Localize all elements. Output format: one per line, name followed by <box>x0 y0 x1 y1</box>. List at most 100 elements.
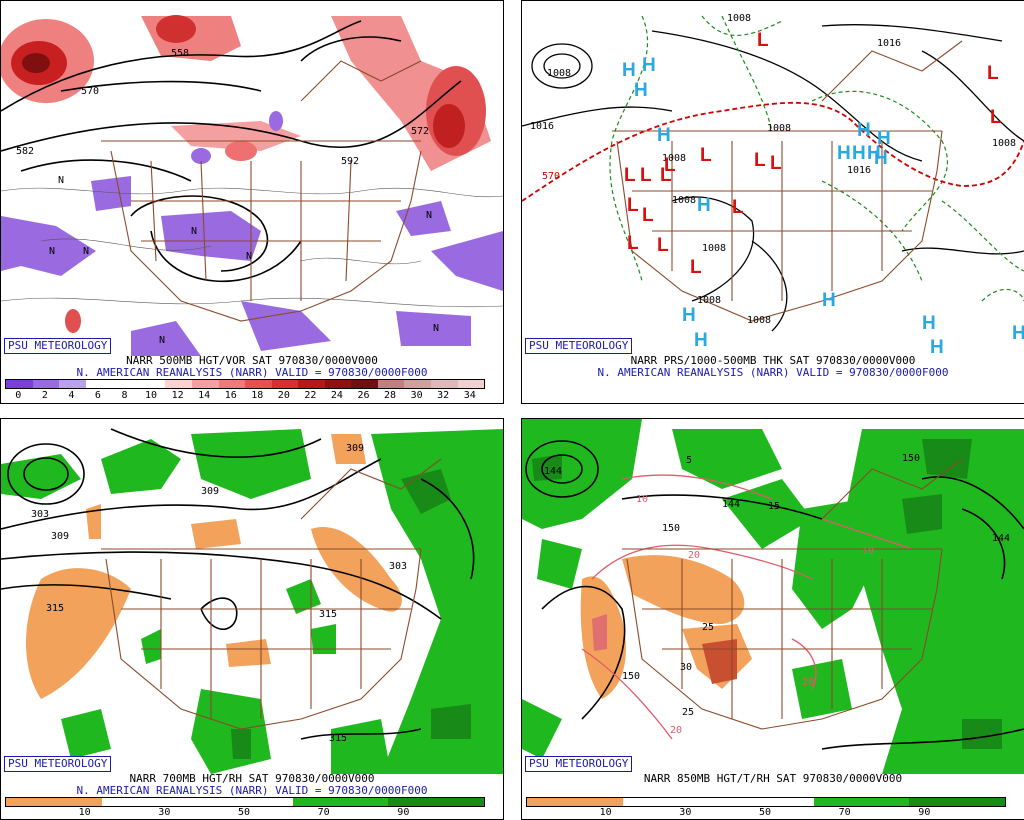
contour-label: 25 <box>682 707 694 718</box>
height-contours <box>1 20 462 283</box>
panel-title: NARR 700MB HGT/RH SAT 970830/0000V000 <box>129 772 375 785</box>
colorbar-swatch <box>101 798 198 806</box>
colorbar-swatch <box>404 380 431 388</box>
high-pressure-h-icon: H <box>657 125 671 146</box>
low-pressure-l-icon: L <box>987 63 999 84</box>
contour-label: 144 <box>544 466 562 477</box>
contour-label: 144 <box>992 533 1010 544</box>
boundary-lines <box>101 458 442 730</box>
colorbar-swatch <box>292 798 389 806</box>
low-pressure-l-icon: L <box>660 165 672 186</box>
contour-label-group: 144 150 144 150 144 5 15 10 20 10 25 30 … <box>544 453 1010 736</box>
colorbar-swatch <box>191 380 219 388</box>
colorbar-tick-label: 20 <box>277 390 290 401</box>
height-contours <box>1 428 475 740</box>
low-pressure-l-icon: L <box>624 165 636 186</box>
low-pressure-marks: L L L L L L L L L L L L L L L L <box>624 30 1002 278</box>
high-pressure-h-icon: H <box>634 80 648 101</box>
colorbar-ticks: 0 2 4 6 8 10 12 14 16 18 20 22 24 26 28 30 32 34 <box>5 390 483 402</box>
contour-label: 20 <box>670 725 682 736</box>
panel-subtitle: N. AMERICAN REANALYSIS (NARR) VALID = 97… <box>76 366 428 379</box>
boundary-lines <box>612 40 963 322</box>
contour-label: N <box>433 323 439 334</box>
panel-subtitle: N. AMERICAN REANALYSIS (NARR) VALID = 97… <box>76 784 428 797</box>
colorbar-ticks: 10 30 50 70 90 <box>5 807 483 819</box>
contour-label: 309 <box>346 443 364 454</box>
high-pressure-h-icon: H <box>642 55 656 76</box>
contour-label: 309 <box>51 531 69 542</box>
colorbar-swatch <box>622 798 719 806</box>
saturated-rh-shading <box>532 439 1002 749</box>
colorbar-swatch <box>165 380 192 388</box>
contour-label: N <box>49 246 55 257</box>
high-pressure-h-icon: H <box>694 330 708 351</box>
low-pressure-l-icon: L <box>754 150 766 171</box>
contour-label: N <box>246 251 252 262</box>
colorbar-tick-label: 10 <box>145 390 158 401</box>
colorbar-tick-label: 24 <box>330 390 343 401</box>
colorbar-swatch <box>6 798 102 806</box>
contour-label: 144 <box>722 499 740 510</box>
low-pressure-l-icon: L <box>732 197 744 218</box>
contour-label: 15 <box>768 501 780 512</box>
contour-label: 315 <box>329 733 347 744</box>
colorbar-swatch <box>245 380 272 388</box>
colorbar-tick-label: 18 <box>251 390 264 401</box>
contour-label: 315 <box>46 603 64 614</box>
temp-rh-850mb-map: 144 150 144 150 144 5 15 10 20 10 25 30 … <box>522 419 1024 774</box>
colorbar-tick-label: 4 <box>68 390 75 401</box>
colorbar-swatch <box>388 798 484 806</box>
panel-700mb-rh: 303 309 309 315 309 303 315 315 PSU METE… <box>0 418 504 820</box>
boundary-lines <box>622 458 963 730</box>
colorbar-swatch <box>527 798 623 806</box>
colorbar-tick-label: 90 <box>918 807 931 818</box>
colorbar-tick-label: 2 <box>41 390 48 401</box>
contour-label: 20 <box>802 677 814 688</box>
colorbar <box>5 797 485 807</box>
colorbar-swatch <box>351 380 378 388</box>
dry-rh-shading <box>26 434 402 699</box>
thickness-570-line <box>522 101 1024 202</box>
psu-meteorology-tag: PSU METEOROLOGY <box>4 756 112 772</box>
panel-sea-level-pressure-thickness: 1008 1016 1008 1016 1008 1008 1016 1008 … <box>521 0 1024 404</box>
colorbar-ticks: 10 30 50 70 90 <box>526 807 1004 819</box>
high-pressure-h-icon: H <box>874 148 888 169</box>
colorbar-tick-label: 16 <box>224 390 237 401</box>
colorbar-tick-label: 30 <box>158 807 171 818</box>
colorbar-tick-label: 12 <box>171 390 184 401</box>
psu-meteorology-tag: PSU METEOROLOGY <box>4 338 112 354</box>
contour-label-group: 303 309 309 315 309 303 315 315 <box>31 443 407 744</box>
high-pressure-h-icon: H <box>622 60 636 81</box>
isobar-label: 1008 <box>672 195 696 206</box>
contour-label: 570 <box>81 86 99 97</box>
boundary-lines <box>101 60 422 322</box>
contour-label: 150 <box>662 523 680 534</box>
panel-title: NARR PRS/1000-500MB THK SAT 970830/0000V… <box>630 354 916 367</box>
thickness-contours <box>609 15 1024 302</box>
low-pressure-l-icon: L <box>640 165 652 186</box>
high-pressure-h-icon: H <box>822 290 836 311</box>
isobar-label: 1008 <box>727 13 751 24</box>
colorbar-tick-label: 50 <box>237 807 251 818</box>
colorbar-swatch <box>32 380 60 388</box>
colorbar-swatch <box>718 798 814 806</box>
contour-label: 309 <box>201 486 219 497</box>
high-pressure-marks: H H H H H H H H H H H H H H H H H <box>622 55 1024 356</box>
colorbar <box>5 379 485 389</box>
low-pressure-l-icon: L <box>642 205 654 226</box>
colorbar-tick-label: 28 <box>384 390 397 401</box>
isobar-label: 1008 <box>547 68 571 79</box>
pressure-map: 1008 1016 1008 1016 1008 1008 1016 1008 … <box>522 1 1024 356</box>
colorbar-swatch <box>377 380 405 388</box>
colorbar-tick-label: 32 <box>437 390 450 401</box>
panel-500mb-vorticity: 558 570 582 592 572 N N N N N N N N PSU … <box>0 0 504 404</box>
colorbar-tick-label: 70 <box>317 807 330 818</box>
high-pressure-h-icon: H <box>837 143 851 164</box>
colorbar-swatch <box>112 380 139 388</box>
isobar-label: 1008 <box>662 153 686 164</box>
colorbar-swatch <box>457 380 485 388</box>
colorbar-tick-label: 50 <box>758 807 772 818</box>
panel-title: NARR 500MB HGT/VOR SAT 970830/0000V000 <box>126 354 378 367</box>
low-pressure-l-icon: L <box>757 30 769 51</box>
contour-label: N <box>159 335 165 346</box>
